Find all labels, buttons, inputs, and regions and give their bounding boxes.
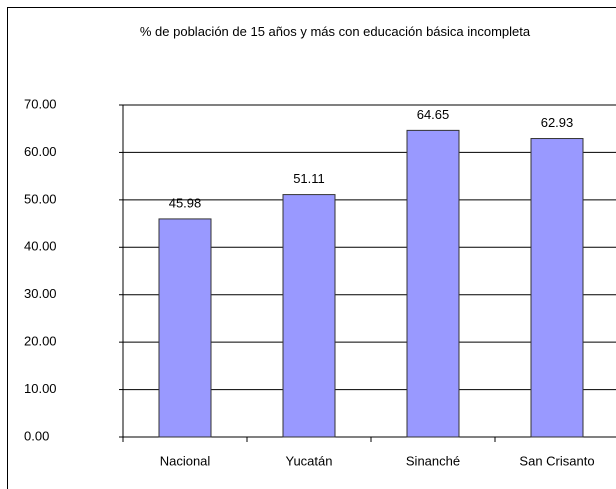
x-tick-label: Nacional [160, 453, 211, 468]
y-tick-label: 60.00 [24, 144, 57, 159]
x-tick-label: Sinanché [406, 453, 460, 468]
x-tick-label: Yucatán [286, 453, 333, 468]
x-tick-label: San Crisanto [519, 453, 594, 468]
chart-title: % de población de 15 años y más con educ… [139, 24, 531, 39]
y-tick-label: 50.00 [24, 191, 57, 206]
y-tick-label: 20.00 [24, 334, 57, 349]
bar [530, 138, 584, 438]
y-tick-label: 30.00 [24, 286, 57, 301]
y-tick-label: 10.00 [24, 381, 57, 396]
y-tick-label: 40.00 [24, 239, 57, 254]
data-label: 64.65 [417, 107, 450, 122]
y-tick-label: 0.00 [24, 428, 49, 443]
bar [282, 194, 336, 438]
bar [158, 218, 212, 438]
data-label: 51.11 [293, 171, 325, 186]
bar [406, 129, 460, 438]
data-label: 45.98 [169, 195, 202, 210]
data-label: 62.93 [541, 115, 574, 130]
y-tick-label: 70.00 [24, 96, 57, 111]
